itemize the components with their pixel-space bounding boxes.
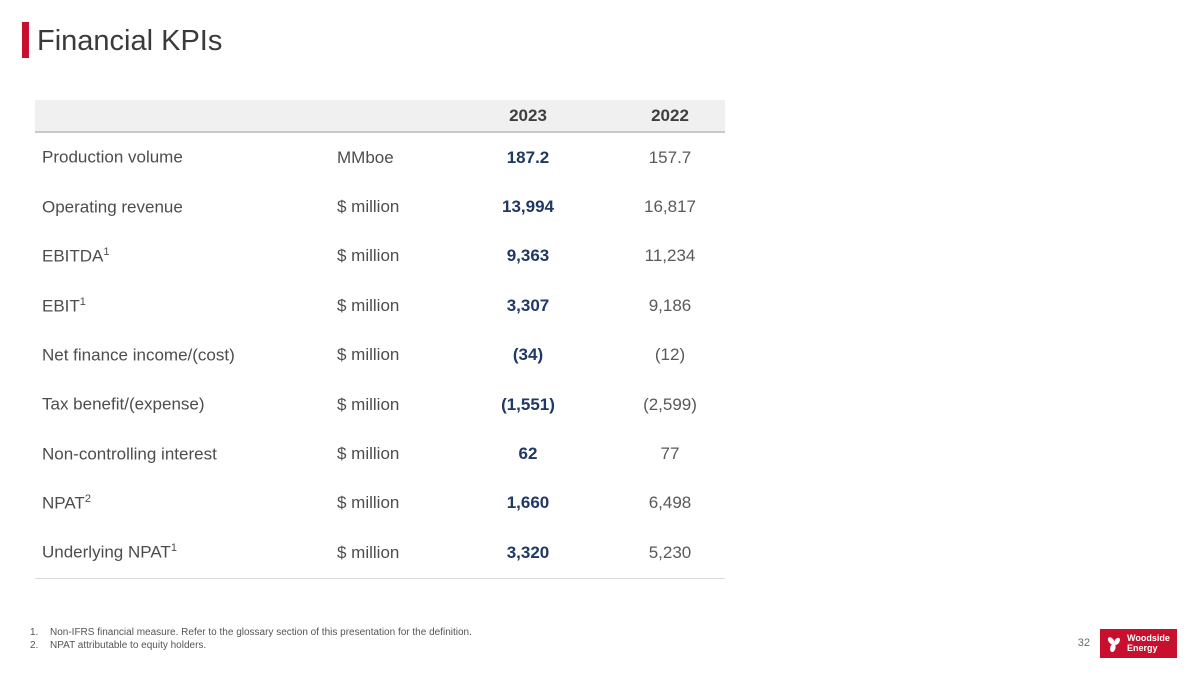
metric-cell: Net finance income/(cost) [35,345,337,366]
woodside-logo-text: Woodside Energy [1124,633,1170,653]
value-2022-cell: 5,230 [648,542,692,562]
page-title: Financial KPIs [37,25,223,57]
logo-line2: Energy [1127,642,1158,653]
value-2023-cell: 9,363 [506,246,550,266]
unit-cell: $ million [337,444,400,464]
table-row: Non-controlling interest $ million 62 77 [35,429,725,478]
value-2022-cell: 9,186 [648,295,692,315]
table-row: EBIT1 $ million 3,307 9,186 [35,281,725,330]
metric-cell: Underlying NPAT1 [35,542,337,563]
footnotes: 1. Non-IFRS financial measure. Refer to … [30,626,472,652]
metric-label: NPAT [42,493,85,513]
header-2023: 2023 [509,105,547,125]
header-2022: 2022 [651,105,689,125]
metric-superscript: 2 [84,493,91,506]
metric-superscript: 1 [79,295,86,308]
unit-cell: $ million [337,197,400,217]
metric-label: Non-controlling interest [42,444,217,464]
value-2022-cell: 6,498 [648,493,692,513]
metric-cell: Tax benefit/(expense) [35,394,337,415]
unit-cell: $ million [337,493,400,513]
value-2023-cell: 187.2 [506,147,550,167]
table-row: NPAT2 $ million 1,660 6,498 [35,479,725,528]
metric-label: Tax benefit/(expense) [42,394,205,414]
value-2022-cell: 77 [660,444,680,464]
footnote-item: 1. Non-IFRS financial measure. Refer to … [30,626,472,639]
unit-cell: MMboe [337,147,394,167]
value-2023-cell: 3,307 [506,295,550,315]
unit-cell: $ million [337,345,400,365]
unit-cell: $ million [337,246,400,266]
footnote-number: 1. [30,627,39,638]
unit-cell: $ million [337,542,400,562]
value-2022-cell: (12) [654,345,686,365]
metric-label: EBITDA [42,246,104,266]
value-2022-cell: (2,599) [643,394,697,414]
woodside-logo: Woodside Energy [1100,629,1177,658]
table-body: Production volume MMboe 187.2 157.7 Oper… [35,133,725,579]
metric-label: Underlying NPAT [42,543,171,563]
table-row: Tax benefit/(expense) $ million (1,551) … [35,380,725,429]
value-2023-cell: 1,660 [506,493,550,513]
value-2023-cell: 13,994 [502,197,554,217]
value-2022-cell: 11,234 [644,246,696,266]
table-row: Underlying NPAT1 $ million 3,320 5,230 [35,528,725,577]
value-2022-cell: 16,817 [644,197,696,217]
metric-cell: Non-controlling interest [35,444,337,465]
metric-label: Production volume [42,148,183,168]
metric-cell: Production volume [35,147,337,168]
kpi-table: 2023 2022 Production volume MMboe 187.2 … [35,100,725,579]
metric-cell: Operating revenue [35,197,337,218]
metric-cell: EBIT1 [35,296,337,317]
metric-cell: EBITDA1 [35,246,337,267]
value-2023-cell: 62 [518,444,538,464]
metric-cell: NPAT2 [35,493,337,514]
value-2023-cell: 3,320 [506,542,550,562]
table-header-row: 2023 2022 [35,100,725,133]
metric-label: EBIT [42,296,80,316]
value-2022-cell: 157.7 [648,147,692,167]
footnote-text: NPAT attributable to equity holders. [50,640,207,651]
metric-label: Operating revenue [42,197,183,217]
unit-cell: $ million [337,295,400,315]
table-row: Production volume MMboe 187.2 157.7 [35,133,725,182]
table-row: EBITDA1 $ million 9,363 11,234 [35,232,725,281]
unit-cell: $ million [337,394,400,414]
title-accent-bar [22,22,29,58]
page-number: 32 [1077,637,1090,649]
metric-label: Net finance income/(cost) [42,345,235,365]
footnote-item: 2. NPAT attributable to equity holders. [30,639,472,652]
woodside-flower-icon [1107,636,1120,652]
metric-superscript: 1 [170,542,177,555]
value-2023-cell: (34) [512,345,544,365]
logo-line1: Woodside [1127,633,1170,643]
value-2023-cell: (1,551) [501,394,555,414]
metric-superscript: 1 [103,246,110,259]
footnote-number: 2. [30,640,39,651]
footnote-text: Non-IFRS financial measure. Refer to the… [50,627,472,638]
table-row: Operating revenue $ million 13,994 16,81… [35,182,725,231]
table-row: Net finance income/(cost) $ million (34)… [35,331,725,380]
